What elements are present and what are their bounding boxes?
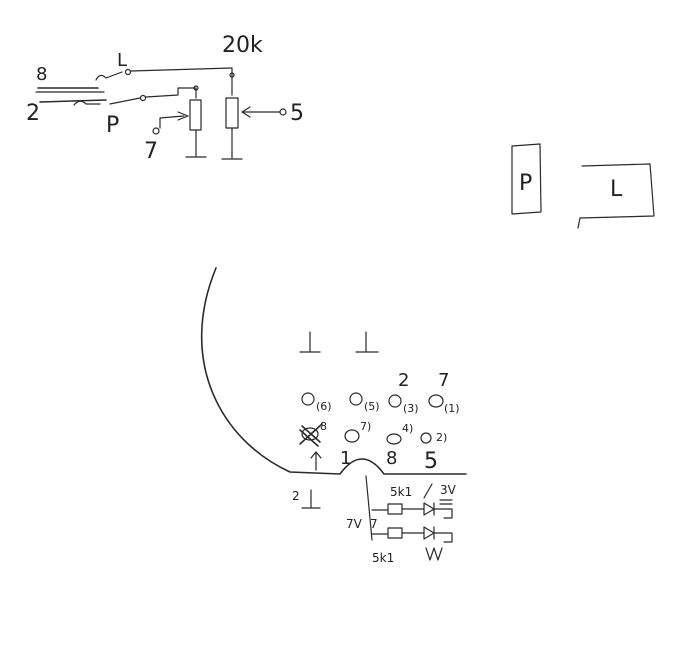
wire-p: [145, 87, 197, 99]
pin-5-terminal: [279, 108, 287, 116]
l-box: [577, 163, 655, 229]
junction-dot-2: [193, 85, 199, 91]
hole-3-label: (3): [403, 402, 419, 415]
bottom-num-5: 5: [424, 449, 438, 474]
ground-mark-top: [439, 499, 453, 505]
connector-sketch: 2 7 (6) (5) (3) (1) 8 7) 4) 2) 1 8 5 2: [200, 267, 467, 565]
pin-7-left-label: 7: [370, 517, 378, 531]
l-box-label: L: [610, 177, 623, 202]
ground-c-num: 2: [292, 489, 300, 503]
hole-2-sup: 2): [436, 431, 447, 444]
wire-led2-out: [433, 532, 453, 543]
led-2: [423, 526, 435, 540]
resistor-2: [387, 527, 403, 539]
voltage-left-label: 7V: [346, 517, 363, 531]
switch-p-contact: [139, 94, 147, 102]
switch-p-label: P: [106, 113, 119, 138]
hole-1: [428, 394, 444, 408]
pot-2-wiper: [241, 106, 251, 118]
switch-p: [109, 97, 141, 105]
led-1: [423, 502, 435, 516]
pot-value-label: 20k: [222, 33, 263, 58]
slash-mark: [423, 483, 433, 499]
bottom-num-8: 8: [386, 448, 397, 469]
p-box: [511, 143, 542, 215]
zigzag-mark: [425, 547, 443, 561]
hole-8-cross: [299, 423, 323, 447]
wire-l-top: [130, 67, 233, 72]
top-num-2: 2: [398, 370, 409, 391]
switch-l-contact: [124, 68, 132, 76]
hole-7: [344, 429, 360, 443]
pin-2-label: 2: [26, 101, 40, 126]
pot-1-body: [189, 99, 202, 131]
pin-5-label: 5: [290, 101, 304, 126]
hole-4-sup: 4): [402, 422, 413, 435]
bottom-num-1: 1: [340, 448, 351, 469]
switch-l-label: L: [117, 50, 127, 71]
wire-2b: [73, 100, 101, 106]
top-num-7: 7: [438, 370, 449, 391]
wire-down: [365, 475, 373, 541]
voltage-top-label: 3V: [440, 483, 457, 497]
hole-6-label: (6): [316, 400, 332, 413]
ground-symbol-a: [299, 331, 321, 353]
res-top-label: 5k1: [390, 485, 412, 499]
p-box-label: P: [519, 171, 532, 196]
hole-8-crossed: [301, 427, 319, 441]
hole-4: [386, 433, 402, 445]
hole-2: [420, 432, 432, 444]
pot-1-wiper: [177, 111, 189, 121]
wire-2: [39, 99, 107, 103]
switch-position-boxes: P L: [511, 143, 655, 229]
arrow-up: [310, 451, 322, 471]
hole-6: [301, 392, 315, 406]
hole-3: [388, 394, 402, 408]
resistor-1: [387, 503, 403, 515]
wire-led1-out: [433, 508, 453, 519]
res-bottom-label: 5k1: [372, 551, 394, 565]
switch-potentiometer-schematic: 8 2 L P 20k 7 5: [26, 33, 304, 164]
hole-5-label: (5): [364, 400, 380, 413]
hole-5: [349, 392, 363, 406]
connector-outline: [200, 267, 467, 475]
pin-7-label: 7: [144, 139, 158, 164]
wire-7: [159, 115, 185, 129]
hole-1-label: (1): [444, 402, 460, 415]
pot-2-body: [225, 97, 239, 129]
hole-7-sup: 7): [360, 420, 371, 433]
hole-8-sup: 8: [320, 420, 327, 433]
pin-7-terminal: [152, 127, 160, 135]
ground-symbol-b: [355, 331, 379, 353]
switch-l: [95, 71, 123, 81]
ground-symbol-c: [301, 489, 321, 509]
junction-dot: [229, 72, 235, 78]
pin-8-label: 8: [36, 64, 47, 85]
